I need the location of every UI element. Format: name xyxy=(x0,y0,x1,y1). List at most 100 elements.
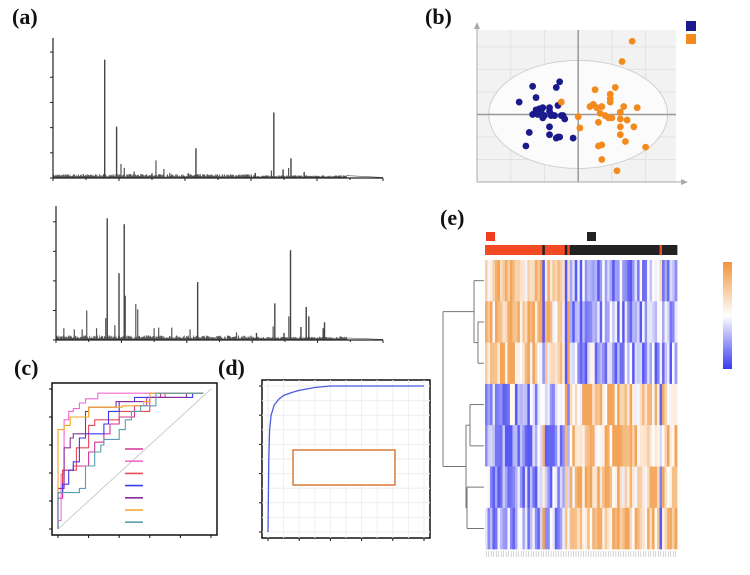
heatmap-cell xyxy=(527,260,531,302)
heatmap-cell xyxy=(534,260,538,302)
heatmap-cell xyxy=(627,260,631,302)
heatmap-cell xyxy=(672,466,675,509)
heatmap-cell xyxy=(602,507,606,550)
heatmap-cell xyxy=(607,383,611,426)
heatmap-cell xyxy=(544,342,548,385)
score-point-tumor xyxy=(598,156,606,163)
heatmap-cell xyxy=(497,466,501,509)
heatmap-cell xyxy=(599,342,603,385)
heatmap-cell xyxy=(497,301,501,343)
group-bar-cell xyxy=(662,245,665,255)
heatmap-cell xyxy=(532,342,536,385)
group-bar-cell xyxy=(609,245,613,255)
heatmap-cell xyxy=(487,301,491,343)
heatmap-cell xyxy=(652,260,655,302)
heatmap-cell xyxy=(519,466,523,509)
heatmap-cell xyxy=(624,507,628,550)
heatmap-cell xyxy=(674,425,678,467)
heatmap-cell xyxy=(492,425,496,467)
heatmap-cell xyxy=(584,425,588,467)
heatmap-cell xyxy=(557,260,561,302)
auc-annotation-box xyxy=(292,449,396,486)
heatmap-cell xyxy=(604,383,608,426)
heatmap-cell xyxy=(584,260,588,302)
heatmap-cell xyxy=(582,425,586,467)
group-bar-cell xyxy=(607,245,611,255)
heatmap-cell xyxy=(649,507,653,550)
heatmap-cell xyxy=(657,260,660,302)
heatmap-cell xyxy=(557,466,561,509)
heatmap-cell xyxy=(529,466,533,509)
heatmap-cell xyxy=(579,301,583,343)
heatmap-cell xyxy=(562,260,566,302)
heatmap-cell xyxy=(512,383,516,426)
heatmap-cell xyxy=(512,466,516,509)
score-point-normal xyxy=(515,98,523,106)
panel-label-c: (c) xyxy=(14,355,38,380)
heatmap-cell xyxy=(547,260,551,302)
heatmap-cell xyxy=(669,260,673,302)
heatmap-cell xyxy=(507,260,511,302)
heatmap-cell xyxy=(654,383,658,426)
heatmap-cell xyxy=(617,383,621,426)
heatmap-cell xyxy=(534,301,538,343)
heatmap-cell xyxy=(522,425,526,467)
heatmap-cell xyxy=(567,342,571,385)
roc-line-combined xyxy=(267,385,424,533)
heatmap-cell xyxy=(547,507,551,550)
heatmap-cell xyxy=(609,507,613,550)
heatmap-cell xyxy=(554,260,558,302)
score-point-tumor xyxy=(606,98,614,106)
heatmap-cell xyxy=(652,425,655,467)
heatmap-cell xyxy=(489,383,493,426)
heatmap-cell xyxy=(644,301,648,343)
score-point-tumor xyxy=(622,138,629,145)
heatmap-cell xyxy=(607,425,611,467)
group-bar-cell xyxy=(649,245,653,255)
heatmap-cell xyxy=(554,301,558,343)
heatmap-cell xyxy=(589,466,593,509)
heatmap-cell xyxy=(647,466,650,509)
heatmap-cell xyxy=(569,425,573,467)
heatmap-cell xyxy=(574,301,578,343)
heatmap-cell xyxy=(559,425,563,467)
heatmap-cell xyxy=(639,342,643,385)
heatmap-cell xyxy=(599,301,603,343)
group-bar-cell xyxy=(502,245,506,255)
heatmap-cell xyxy=(632,466,636,509)
heatmap-cell xyxy=(544,507,548,550)
heatmap-cell xyxy=(674,383,678,426)
group-bar-cell xyxy=(542,245,546,255)
heatmap-cell xyxy=(642,383,645,426)
group-bar-cell xyxy=(574,245,578,255)
heatmap-cell xyxy=(567,466,571,509)
heatmap-cell xyxy=(517,425,521,467)
heatmap-cell xyxy=(557,383,561,426)
heatmap-cell xyxy=(594,342,598,385)
heatmap-cell xyxy=(582,383,586,426)
group-bar-cell xyxy=(519,245,523,255)
heatmap-cell xyxy=(627,342,631,385)
score-point-tumor xyxy=(616,108,624,116)
group-bar-cell xyxy=(652,245,655,255)
roc-line-734-570.95 xyxy=(57,392,204,529)
heatmap-cell xyxy=(512,301,516,343)
heatmap-cell xyxy=(564,383,568,426)
heatmap-cell xyxy=(669,383,673,426)
heatmap-cell xyxy=(494,260,498,302)
heatmap-cell xyxy=(492,383,496,426)
heatmap-cell xyxy=(617,507,621,550)
heatmap-cell xyxy=(672,260,675,302)
score-point-normal xyxy=(551,112,558,119)
heatmap-cell xyxy=(514,301,518,343)
heatmap-cell xyxy=(502,260,506,302)
heatmap-cell xyxy=(562,301,566,343)
group-bar-cell xyxy=(594,245,598,255)
heatmap-cell xyxy=(549,301,553,343)
heatmap-cell xyxy=(659,342,663,385)
heatmap-cell xyxy=(639,466,643,509)
group-bar-cell xyxy=(624,245,628,255)
heatmap-cell xyxy=(604,260,608,302)
heatmap-cell xyxy=(485,260,488,302)
heatmap-cell xyxy=(632,425,636,467)
